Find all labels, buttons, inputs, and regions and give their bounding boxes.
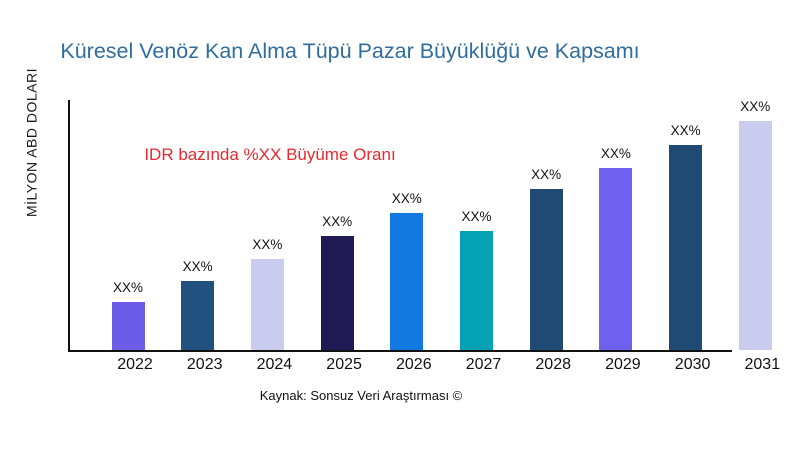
y-axis-line xyxy=(68,100,70,352)
x-tick-label-2025: 2025 xyxy=(326,356,362,373)
bar-value-label-2025: XX% xyxy=(322,214,353,229)
bar-2027 xyxy=(460,231,493,350)
bar-2031 xyxy=(738,121,772,350)
x-tick-label-2024: 2024 xyxy=(256,356,293,373)
bar-2022 xyxy=(111,302,145,350)
bar-value-label-2029: XX% xyxy=(600,146,631,161)
bar-value-label-2030: XX% xyxy=(670,123,701,138)
bar-2029 xyxy=(599,168,633,350)
x-tick-label-2027: 2027 xyxy=(465,356,502,373)
bar-value-label-2026: XX% xyxy=(391,191,422,206)
x-axis-line xyxy=(68,350,732,352)
x-tick-label-2029: 2029 xyxy=(605,356,641,373)
x-tick-label-2023: 2023 xyxy=(186,356,223,373)
bar-value-label-2027: XX% xyxy=(461,209,492,224)
bar-2023 xyxy=(181,281,215,350)
bar-2028 xyxy=(529,189,563,350)
bar-value-label-2022: XX% xyxy=(112,280,143,295)
x-tick-label-2030: 2030 xyxy=(674,356,711,373)
x-tick-label-2028: 2028 xyxy=(535,356,571,373)
bar-2024 xyxy=(250,259,284,350)
x-tick-label-2022: 2022 xyxy=(117,356,153,373)
y-axis-label: MİLYON ABD DOLARI xyxy=(23,67,40,218)
bar-value-label-2024: XX% xyxy=(252,237,283,252)
x-tick-label-2026: 2026 xyxy=(396,356,432,373)
bar-2030 xyxy=(669,145,703,350)
growth-annotation: IDR bazında %XX Büyüme Oranı xyxy=(144,145,396,164)
bar-2025 xyxy=(320,236,354,350)
bar-2026 xyxy=(390,213,424,350)
chart-title: Küresel Venöz Kan Alma Tüpü Pazar Büyükl… xyxy=(60,39,640,63)
bar-value-label-2023: XX% xyxy=(182,259,213,274)
source-caption: Kaynak: Sonsuz Veri Araştırması © xyxy=(259,388,463,403)
x-tick-label-2031: 2031 xyxy=(744,356,781,373)
bar-value-label-2028: XX% xyxy=(531,167,562,182)
bar-value-label-2031: XX% xyxy=(740,99,771,114)
